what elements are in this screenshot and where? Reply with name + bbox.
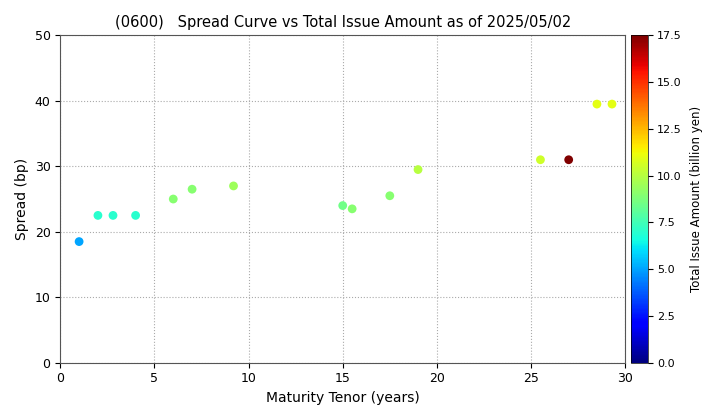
Point [384,192,395,199]
Point [346,205,358,212]
Point [186,186,198,192]
Point [535,156,546,163]
Point [591,101,603,108]
Y-axis label: Total Issue Amount (billion yen): Total Issue Amount (billion yen) [690,106,703,292]
Point [73,238,85,245]
Point [107,212,119,219]
Point [337,202,348,209]
Point [413,166,424,173]
Point [606,101,618,108]
Point [130,212,141,219]
Point [228,183,239,189]
Y-axis label: Spread (bp): Spread (bp) [15,158,29,240]
Point [92,212,104,219]
X-axis label: Maturity Tenor (years): Maturity Tenor (years) [266,391,420,405]
Title: (0600)   Spread Curve vs Total Issue Amount as of 2025/05/02: (0600) Spread Curve vs Total Issue Amoun… [114,15,571,30]
Point [563,156,575,163]
Point [168,196,179,202]
